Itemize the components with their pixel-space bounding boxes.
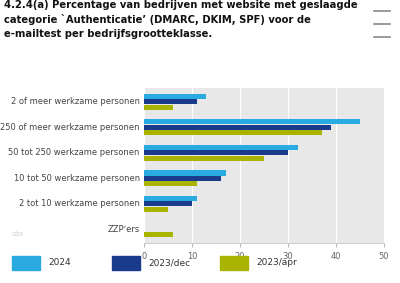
Bar [220,256,248,270]
Text: 50 tot 250 werkzame personen: 50 tot 250 werkzame personen [8,148,140,157]
Text: cbs: cbs [11,231,23,237]
Bar [144,156,264,161]
Bar [144,150,288,155]
Bar [144,119,360,125]
Bar [144,207,168,212]
Bar [144,99,197,104]
Bar [144,170,226,175]
Text: 2023/apr: 2023/apr [256,258,297,267]
Bar [144,105,173,110]
Bar [12,256,40,270]
Bar [144,196,197,201]
Bar [144,94,206,99]
Text: 250 of meer werkzame personen: 250 of meer werkzame personen [0,123,140,132]
Text: 4.2.4(a) Percentage van bedrijven met website met geslaagde
categorie `Authentic: 4.2.4(a) Percentage van bedrijven met we… [4,0,358,39]
Bar [144,130,322,135]
Text: 2 of meer werkzame personen: 2 of meer werkzame personen [11,97,140,106]
Bar [144,232,173,237]
Text: 2024: 2024 [48,258,71,267]
Text: 10 tot 50 werkzame personen: 10 tot 50 werkzame personen [14,174,140,183]
Bar [144,201,192,206]
Bar [144,125,331,130]
Bar [144,176,221,181]
Text: 2023/dec: 2023/dec [148,258,190,267]
Bar [144,181,197,186]
Bar [144,145,298,150]
Text: 2 tot 10 werkzame personen: 2 tot 10 werkzame personen [19,199,140,208]
Text: ZZPʼers: ZZPʼers [108,225,140,234]
Bar [112,256,140,270]
